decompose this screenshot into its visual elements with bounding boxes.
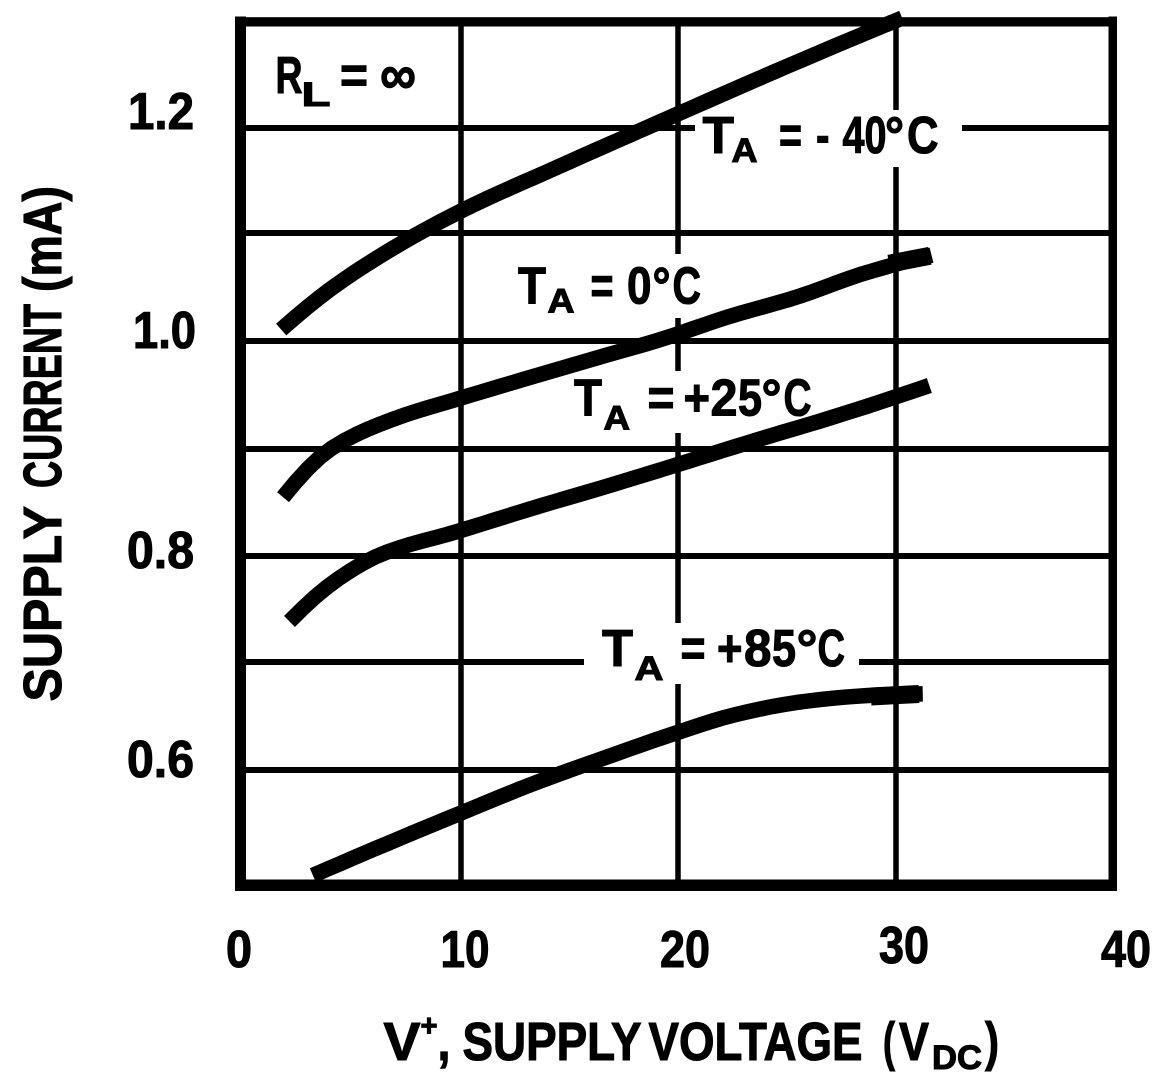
svg-text:SUPPLY: SUPPLY [463, 1012, 642, 1072]
svg-text:+: + [421, 1008, 438, 1043]
svg-text:°: ° [762, 370, 782, 428]
svg-text:40: 40 [1101, 921, 1151, 979]
svg-text:°: ° [885, 107, 904, 165]
svg-text:5: 5 [772, 620, 796, 678]
svg-text:A: A [635, 650, 664, 688]
svg-text:=: = [648, 370, 675, 428]
svg-text:8: 8 [744, 620, 772, 678]
svg-text:°: ° [797, 620, 818, 678]
svg-text:=: = [591, 258, 614, 316]
svg-text:T: T [518, 258, 546, 316]
svg-text:T: T [574, 370, 602, 428]
svg-text:V: V [899, 1012, 929, 1072]
svg-text:∞: ∞ [380, 43, 416, 107]
svg-text:,: , [438, 1012, 451, 1072]
svg-text:1.2: 1.2 [128, 83, 194, 141]
svg-text:C: C [673, 258, 702, 316]
svg-text:C: C [907, 107, 939, 165]
svg-text:(mA): (mA) [13, 186, 73, 292]
svg-text:R: R [276, 47, 303, 105]
svg-text:T: T [602, 620, 633, 678]
svg-text:): ) [985, 1012, 999, 1072]
svg-text:=: = [779, 107, 802, 165]
svg-text:1.0: 1.0 [133, 302, 196, 360]
svg-text:30: 30 [879, 917, 929, 975]
svg-text:DC: DC [932, 1039, 982, 1077]
svg-text:0.8: 0.8 [127, 522, 194, 580]
svg-text:40: 40 [843, 107, 887, 165]
svg-text:-: - [816, 107, 830, 165]
svg-text:0.6: 0.6 [127, 731, 194, 789]
svg-text:10: 10 [441, 921, 490, 979]
svg-text:=: = [681, 620, 706, 678]
svg-text:20: 20 [660, 921, 710, 979]
svg-text:CURRENT: CURRENT [13, 304, 73, 488]
svg-text:2: 2 [711, 370, 738, 428]
svg-text:5: 5 [738, 370, 762, 428]
svg-text:SUPPLY: SUPPLY [13, 506, 73, 702]
svg-text:(: ( [883, 1012, 895, 1072]
svg-text:°: ° [653, 258, 671, 316]
svg-text:A: A [732, 132, 758, 170]
svg-text:C: C [784, 370, 812, 428]
svg-text:T: T [703, 107, 735, 165]
svg-text:0: 0 [226, 921, 252, 979]
svg-text:VOLTAGE: VOLTAGE [649, 1012, 863, 1072]
svg-text:+: + [717, 620, 743, 678]
svg-text:C: C [818, 620, 846, 678]
svg-text:A: A [548, 283, 575, 321]
svg-text:V: V [384, 1012, 421, 1072]
svg-text:A: A [604, 400, 631, 438]
svg-text:L: L [302, 76, 331, 114]
svg-text:=: = [340, 47, 368, 105]
svg-text:+: + [684, 370, 711, 428]
svg-text:0: 0 [627, 258, 652, 316]
